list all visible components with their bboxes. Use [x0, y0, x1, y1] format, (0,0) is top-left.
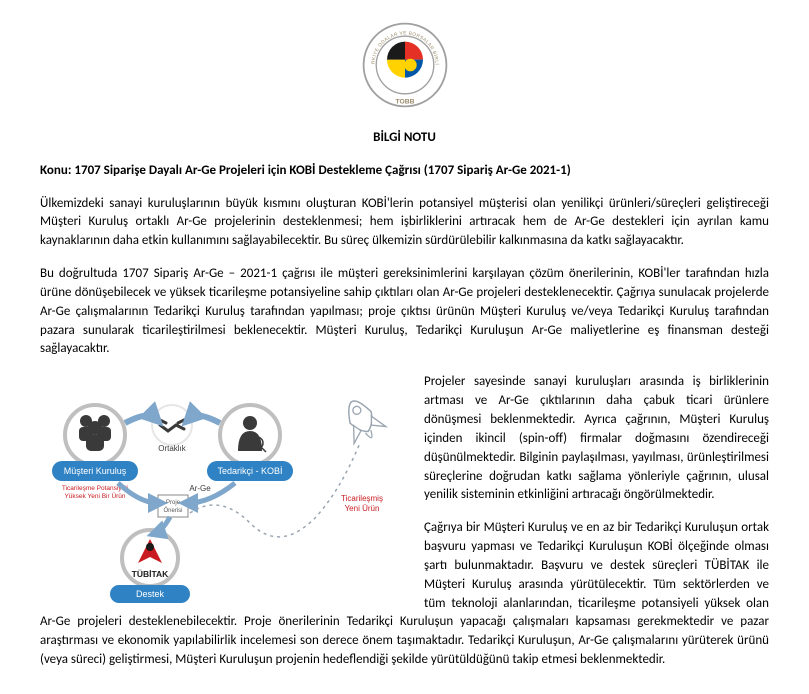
diagram-ortaklik-label: Ortaklık [158, 444, 187, 453]
diagram-tedarikci-label: Tedarikçi - KOBİ [217, 466, 282, 476]
paragraph-1: Ülkemizdeki sanayi kuruluşlarının büyük … [40, 195, 769, 252]
rocket-icon [336, 393, 387, 446]
header-logo: TÜRKİYE ODALAR VE BORSALAR BİRLİĞİ TOBB [40, 20, 769, 117]
handshake-icon [152, 405, 192, 445]
process-diagram-icon: Müşteri Kuruluş Ticarileşme Potansiyeli … [40, 373, 410, 603]
diagram-arge-label: Ar-Ge [189, 484, 211, 493]
logo-bottom-text: TOBB [395, 99, 414, 106]
svg-text:Önerisi: Önerisi [163, 507, 182, 514]
process-diagram: Müşteri Kuruluş Ticarileşme Potansiyeli … [40, 373, 410, 603]
svg-text:Proje: Proje [166, 500, 181, 506]
paragraph-2: Bu doğrultuda 1707 Sipariş Ar-Ge – 2021-… [40, 265, 769, 359]
diagram-ticari-1: Ticarileşmiş [341, 494, 383, 503]
page-title: BİLGİ NOTU [40, 129, 769, 148]
subject-line: Konu: 1707 Siparişe Dayalı Ar-Ge Projele… [40, 162, 769, 181]
diagram-ticari-2: Yeni Ürün [345, 504, 380, 513]
diagram-musteri-sub2: Yüksek Yeni Bir Ürün [64, 492, 125, 500]
subject-text: 1707 Siparişe Dayalı Ar-Ge Projeleri içi… [74, 163, 570, 178]
tobb-logo-icon: TÜRKİYE ODALAR VE BORSALAR BİRLİĞİ TOBB [360, 20, 450, 110]
diagram-destek-label: Destek [136, 589, 165, 599]
diagram-musteri-label: Müşteri Kuruluş [64, 466, 127, 476]
subject-label: Konu: [40, 163, 71, 178]
diagram-tubitak-label: TÜBİTAK [132, 569, 170, 579]
